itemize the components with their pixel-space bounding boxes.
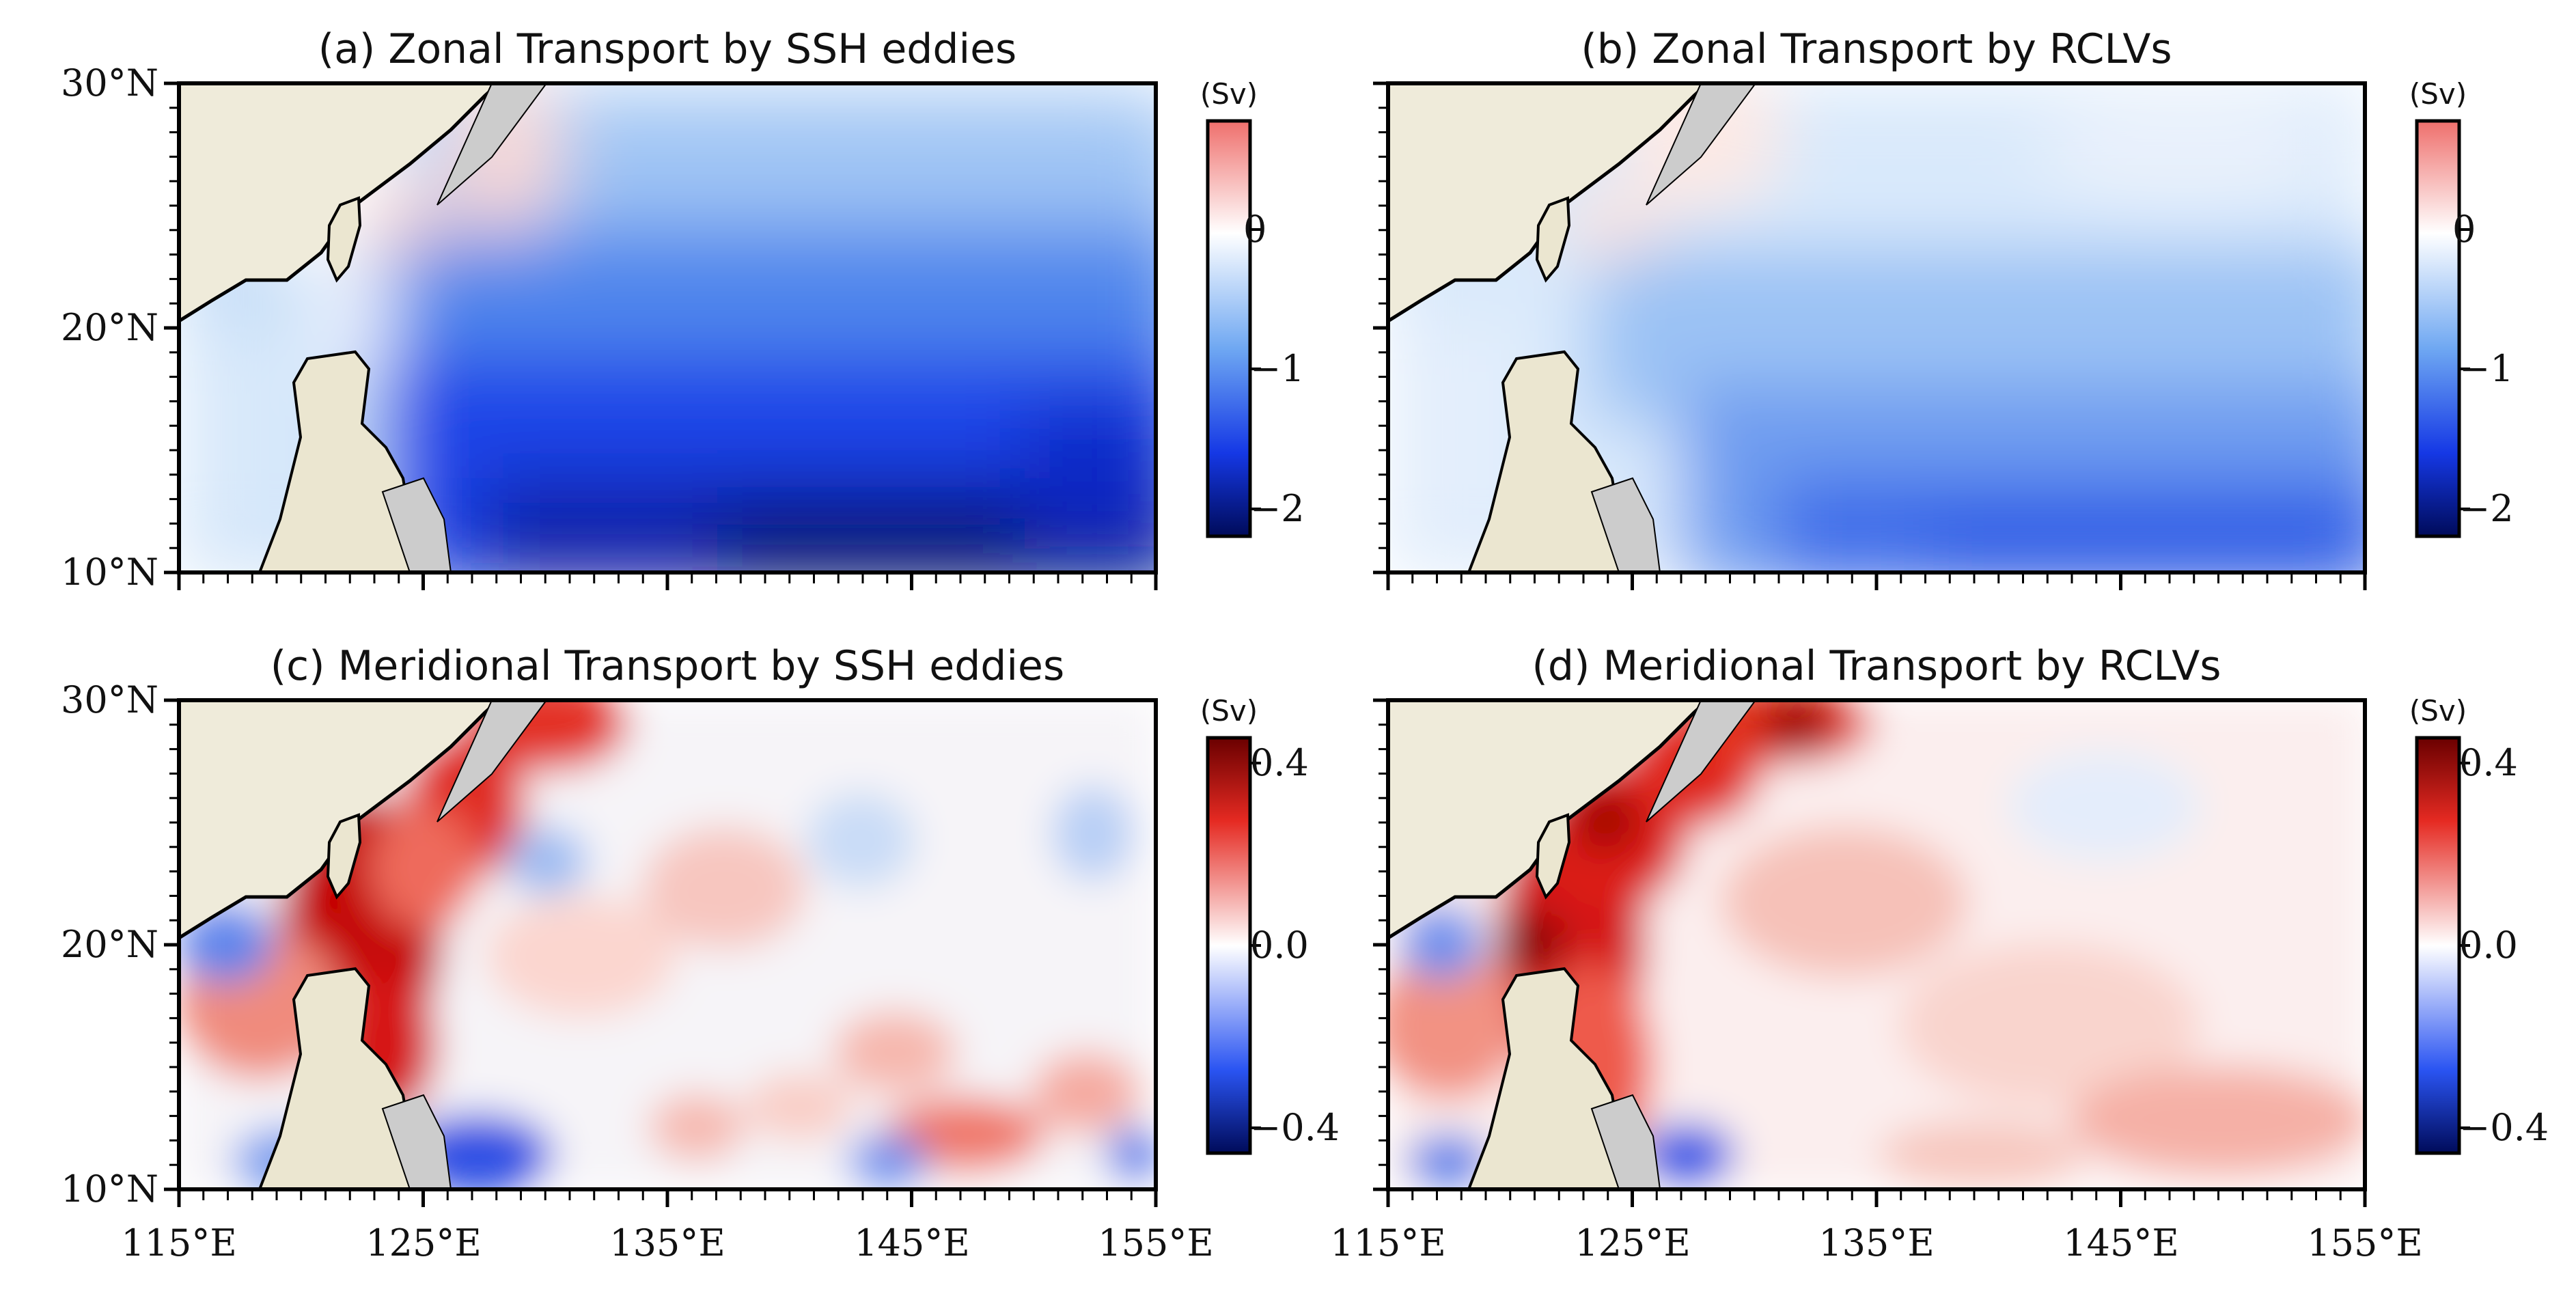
taiwan-island-b xyxy=(1535,196,1571,283)
taiwan-island-c xyxy=(326,813,362,900)
panel-d: (d) Meridional Transport by RCLVs (Sv) 0… xyxy=(1376,642,2549,1191)
philippines-gray-c xyxy=(381,1094,452,1189)
lon-labels-right: 115°E 125°E 135°E 145°E 155°E xyxy=(1330,1221,2423,1264)
panel-a-cb-label-1: −1 xyxy=(1250,347,1305,390)
panel-b-colorbar: (Sv) 0 −1 −2 xyxy=(2409,77,2514,538)
lon-label-125-right: 125°E xyxy=(1575,1221,1691,1264)
panel-d-cb-label-0: 0.4 xyxy=(2459,741,2518,784)
lon-label-115-left: 115°E xyxy=(121,1221,237,1264)
taiwan-island xyxy=(326,196,362,283)
panel-d-title: (d) Meridional Transport by RCLVs xyxy=(1532,642,2221,690)
lon-label-125-left: 125°E xyxy=(365,1221,482,1264)
ryukyu-gray-land-d xyxy=(1646,700,1757,822)
lon-label-145-left: 145°E xyxy=(854,1221,970,1264)
lon-label-145-right: 145°E xyxy=(2063,1221,2179,1264)
ryukyu-gray-land-c xyxy=(437,700,548,822)
panel-a-lat-10: 10°N xyxy=(61,551,158,594)
lon-label-155-right: 155°E xyxy=(2307,1221,2423,1264)
panel-b-cb-label-1: −1 xyxy=(2459,347,2514,390)
panel-b-cb-label-2: −2 xyxy=(2459,487,2514,530)
panel-d-colorbar: (Sv) 0.4 0.0 −0.4 xyxy=(2409,694,2549,1155)
panel-b: (b) Zonal Transport by RCLVs (Sv) 0 −1 −… xyxy=(1376,25,2514,575)
panel-a-map xyxy=(179,83,1156,572)
taiwan-island-d xyxy=(1535,813,1571,900)
panel-a-lat-30: 30°N xyxy=(61,61,158,105)
panel-c-cb-label-1: 0.0 xyxy=(1250,924,1309,967)
panel-c-lat-20: 20°N xyxy=(61,923,158,966)
ryukyu-gray-land xyxy=(437,83,548,206)
philippines-gray-b xyxy=(1590,477,1661,572)
lon-labels-left: 115°E 125°E 135°E 145°E 155°E xyxy=(121,1221,1214,1264)
panel-c-map xyxy=(179,700,1156,1189)
panel-c-lat-30: 30°N xyxy=(61,678,158,721)
panel-b-map xyxy=(1388,83,2365,572)
philippines-gray xyxy=(381,477,452,572)
panel-a-cb-unit: (Sv) xyxy=(1200,77,1258,111)
panel-a-colorbar: (Sv) 0 −1 −2 xyxy=(1200,77,1305,538)
panel-c-title: (c) Meridional Transport by SSH eddies xyxy=(271,642,1064,690)
panel-d-cb-unit: (Sv) xyxy=(2409,694,2467,728)
lon-label-135-right: 135°E xyxy=(1818,1221,1935,1264)
panel-c-lat-10: 10°N xyxy=(61,1167,158,1211)
panel-b-cb-unit: (Sv) xyxy=(2409,77,2467,111)
lon-label-115-right: 115°E xyxy=(1330,1221,1446,1264)
panel-b-cb-label-0: 0 xyxy=(2452,208,2476,251)
panel-c-cb-unit: (Sv) xyxy=(1200,694,1258,728)
panel-c: (c) Meridional Transport by SSH eddies 3… xyxy=(61,642,1340,1211)
panel-a-cb-label-2: −2 xyxy=(1250,487,1305,530)
lon-label-135-left: 135°E xyxy=(609,1221,725,1264)
philippines-gray-d xyxy=(1590,1094,1661,1189)
panel-d-cb-label-2: −0.4 xyxy=(2459,1106,2549,1149)
panel-d-cb-label-1: 0.0 xyxy=(2459,924,2518,967)
panel-c-cb-label-0: 0.4 xyxy=(1250,741,1309,784)
ryukyu-gray-land-b xyxy=(1646,83,1757,206)
panel-a-title: (a) Zonal Transport by SSH eddies xyxy=(318,25,1017,73)
panel-d-map xyxy=(1388,700,2365,1189)
panel-a-cb-label-0: 0 xyxy=(1243,208,1266,251)
panel-a: (a) Zonal Transport by SSH eddies 30°N 2… xyxy=(61,25,1305,594)
panel-c-colorbar: (Sv) 0.4 0.0 −0.4 xyxy=(1200,694,1340,1155)
panel-c-cb-label-2: −0.4 xyxy=(1250,1106,1340,1149)
axis-tick-marks xyxy=(164,81,2367,1207)
lon-label-155-left: 155°E xyxy=(1098,1221,1214,1264)
panel-a-lat-20: 20°N xyxy=(61,306,158,349)
panel-b-title: (b) Zonal Transport by RCLVs xyxy=(1581,25,2172,73)
